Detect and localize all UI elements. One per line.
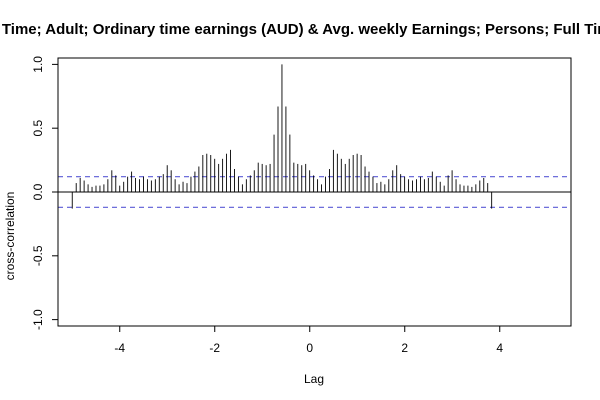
y-tick-label: -0.5 [31, 245, 45, 266]
x-axis: -4 -2 0 2 4 [114, 325, 503, 355]
x-tick-label: 2 [401, 341, 408, 355]
y-tick-label: 0.5 [31, 120, 45, 137]
chart-title: ll Time; Adult; Ordinary time earnings (… [0, 21, 600, 38]
y-axis-label: cross-correlation [3, 192, 17, 281]
y-tick-label: -1.0 [31, 309, 45, 330]
y-axis: -1.0 -0.5 0.0 0.5 1.0 [31, 56, 59, 330]
x-axis-label: Lag [304, 372, 324, 386]
y-tick-label: 1.0 [31, 56, 45, 73]
y-tick-label: 0.0 [31, 183, 45, 200]
x-tick-label: -4 [114, 341, 125, 355]
plot-area [57, 57, 572, 327]
x-tick-label: 0 [306, 341, 313, 355]
x-tick-label: 4 [496, 341, 503, 355]
x-tick-label: -2 [209, 341, 220, 355]
